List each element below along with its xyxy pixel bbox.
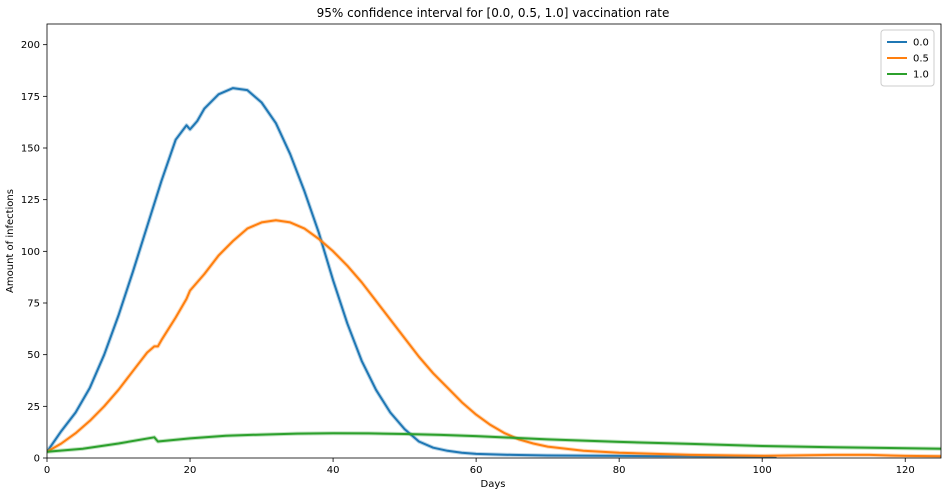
x-tick-label-5: 100: [753, 465, 772, 476]
legend-label-1: 0.5: [913, 54, 929, 65]
y-tick-label-3: 75: [27, 299, 40, 310]
x-tick-label-6: 120: [896, 465, 915, 476]
plot-area: [47, 86, 941, 458]
x-tick-label-1: 20: [184, 465, 197, 476]
legend-label-0: 0.0: [913, 38, 929, 49]
y-tick-label-8: 200: [21, 40, 40, 51]
y-tick-label-5: 125: [21, 195, 40, 206]
axes: 0 20 40 60 80 100 120 0 25 50 75 100 125 150 175 200: [21, 23, 942, 476]
series-line-0: [47, 87, 777, 458]
x-axis-label: Days: [481, 479, 506, 490]
y-tick-label-4: 100: [21, 247, 40, 258]
x-tick-label-2: 40: [327, 465, 340, 476]
y-tick-label-2: 50: [27, 350, 40, 361]
series-band-0: [47, 86, 777, 458]
x-tick-label-4: 80: [613, 465, 626, 476]
legend: 0.0 0.5 1.0: [880, 29, 935, 87]
y-tick-label-6: 150: [21, 144, 40, 155]
legend-box: [880, 29, 935, 87]
series-band-1: [47, 218, 941, 458]
y-tick-label-0: 0: [34, 454, 40, 465]
chart-title: 95% confidence interval for [0.0, 0.5, 1…: [317, 6, 670, 20]
legend-label-2: 1.0: [913, 70, 929, 81]
y-axis-label: Amount of infections: [5, 189, 16, 293]
series-line-1: [47, 219, 941, 458]
series-line-2: [47, 432, 941, 453]
y-tick-label-1: 25: [27, 402, 40, 413]
x-tick-label-3: 60: [470, 465, 483, 476]
axes-frame: [46, 23, 942, 459]
x-tick-label-0: 0: [44, 465, 50, 476]
y-tick-label-7: 175: [21, 92, 40, 103]
